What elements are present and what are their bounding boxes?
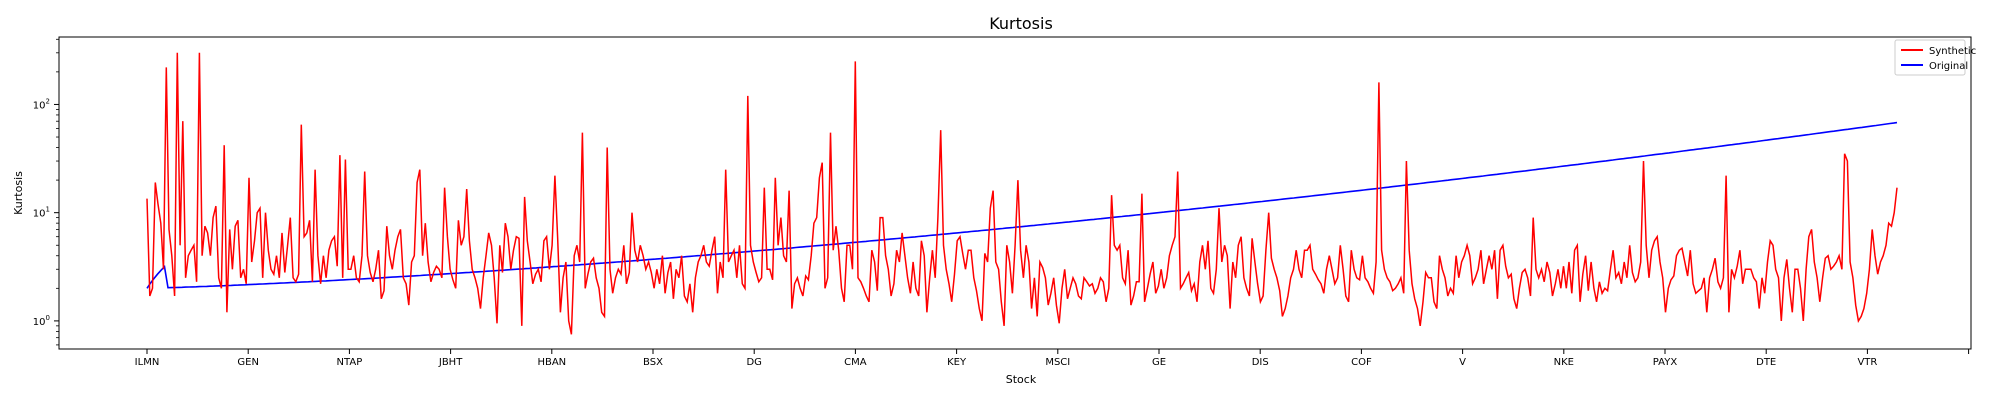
x-tick-label: CMA	[844, 357, 867, 368]
x-tick-label: VTR	[1857, 357, 1877, 368]
x-tick-label: MSCI	[1045, 357, 1070, 368]
x-tick-label: KEY	[947, 357, 967, 368]
x-tick-label: V	[1459, 357, 1466, 368]
legend-label-synthetic: Synthetic	[1929, 46, 1976, 57]
y-tick-label: 100	[33, 314, 50, 328]
x-tick-label: PAYX	[1653, 357, 1678, 368]
legend-label-original: Original	[1929, 61, 1968, 72]
y-axis-ticks: 100 101 102	[33, 38, 59, 346]
x-tick-label: GEN	[237, 357, 259, 368]
x-axis-label: Stock	[1006, 373, 1037, 386]
x-tick-label: DTE	[1756, 357, 1776, 368]
series-line-synthetic	[146, 52, 1898, 335]
x-tick-label: NTAP	[337, 357, 363, 368]
series-line-original	[146, 121, 1898, 289]
x-axis-ticks: ILMN GEN NTAP JBHT HBAN BSX DG CMA KEY MSCI GE DIS C…	[135, 349, 1970, 368]
x-tick-label: COF	[1351, 357, 1372, 368]
y-tick-label: 102	[33, 97, 50, 111]
x-tick-label: JBHT	[438, 357, 463, 368]
legend: Synthetic Original	[1894, 39, 1976, 76]
plot-area	[58, 36, 1972, 350]
x-tick-label: ILMN	[135, 357, 160, 368]
series-layer	[146, 52, 1898, 335]
x-tick-label: HBAN	[537, 357, 566, 368]
legend-box	[1894, 39, 1966, 76]
x-tick-label: DG	[746, 357, 761, 368]
chart-title: Kurtosis	[989, 14, 1053, 33]
x-tick-label: GE	[1152, 357, 1166, 368]
x-tick-label: BSX	[643, 357, 663, 368]
y-axis-label: Kurtosis	[12, 171, 25, 215]
y-tick-label: 101	[33, 206, 50, 220]
x-tick-label: NKE	[1554, 357, 1574, 368]
x-tick-label: DIS	[1252, 357, 1269, 368]
